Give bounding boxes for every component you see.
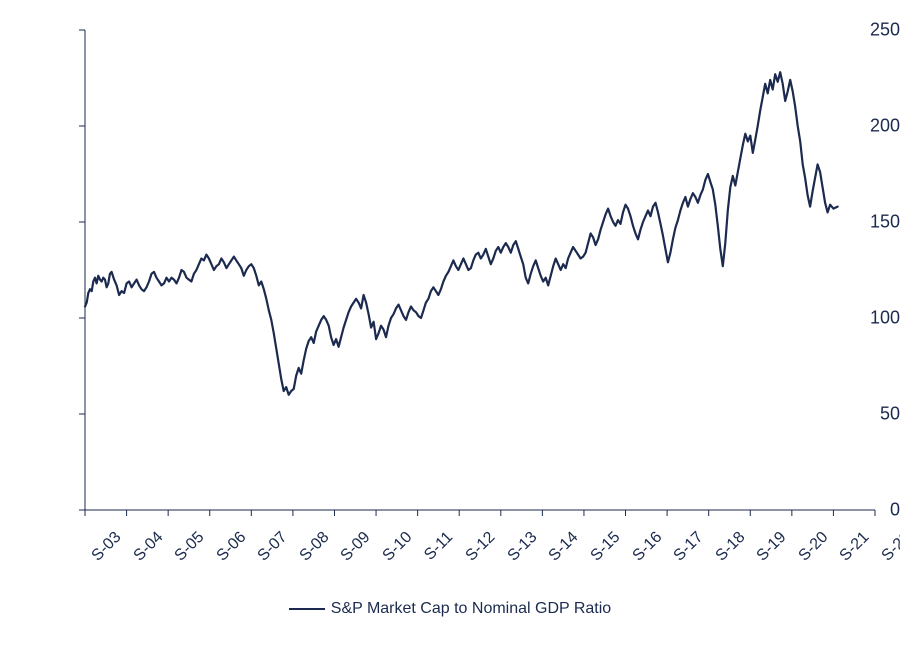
y-tick-label: 50	[831, 404, 900, 425]
legend-line-sample	[289, 608, 325, 610]
y-tick-label: 150	[831, 212, 900, 233]
series-line	[85, 72, 838, 395]
y-tick-label: 100	[831, 308, 900, 329]
y-tick-label: 200	[831, 116, 900, 137]
line-chart: 050100150200250 S-03S-04S-05S-06S-07S-08…	[0, 0, 900, 652]
y-tick-label: 250	[831, 20, 900, 41]
y-tick-label: 0	[831, 500, 900, 521]
legend: S&P Market Cap to Nominal GDP Ratio	[0, 600, 900, 618]
legend-label: S&P Market Cap to Nominal GDP Ratio	[331, 600, 611, 618]
